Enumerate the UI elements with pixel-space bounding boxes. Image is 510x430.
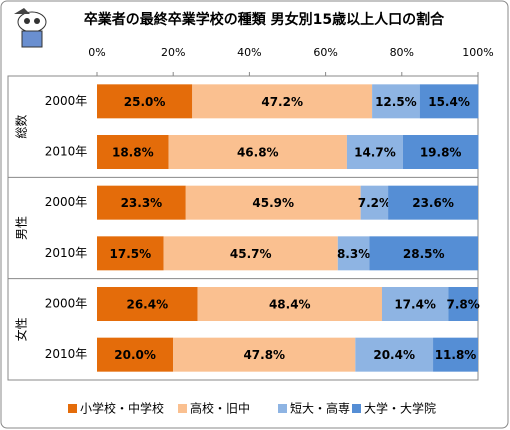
data-label: 12.5% [375, 95, 417, 109]
bar-segment [369, 236, 478, 271]
data-label: 23.3% [121, 196, 163, 210]
bar-segment [97, 84, 193, 119]
y-tick-label: 2010年 [45, 145, 88, 159]
bar-segment [97, 337, 174, 372]
x-tick-label: 100% [462, 46, 493, 59]
group-label: 女性 [14, 317, 29, 341]
bar-segment [163, 236, 338, 271]
mascot-icon [14, 8, 47, 48]
bar-segment [355, 337, 434, 372]
bar-segment [337, 236, 370, 271]
bar-segment [197, 287, 382, 321]
legend-label: 大学・大学院 [364, 401, 436, 416]
legend-swatch [68, 404, 77, 413]
bar-segment [192, 84, 373, 119]
data-label: 7.8% [447, 298, 480, 312]
bar-segment [97, 185, 186, 220]
data-label: 19.8% [420, 146, 462, 160]
y-tick-label: 2000年 [45, 297, 88, 311]
y-tick-label: 2000年 [45, 94, 88, 108]
data-label: 26.4% [126, 298, 168, 312]
x-tick-label: 20% [161, 46, 185, 59]
data-label: 48.4% [269, 298, 311, 312]
data-label: 18.8% [112, 146, 154, 160]
legend-label: 小学校・中学校 [80, 401, 164, 416]
data-label: 23.6% [412, 196, 454, 210]
bar-segment [185, 185, 361, 220]
bar-segment [173, 337, 356, 372]
legend-label: 高校・旧中 [190, 401, 250, 416]
legend-swatch [178, 404, 187, 413]
x-tick-label: 0% [88, 46, 105, 59]
data-label: 8.3% [337, 247, 370, 261]
bar-segment [97, 135, 169, 169]
data-label: 17.4% [394, 298, 436, 312]
data-label: 47.2% [261, 95, 303, 109]
data-label: 14.7% [354, 146, 396, 160]
data-label: 7.2% [358, 196, 391, 210]
legend-swatch [278, 404, 287, 413]
data-label: 20.4% [373, 348, 415, 362]
data-label: 25.0% [124, 95, 166, 109]
legend-label: 短大・高専 [290, 401, 350, 416]
data-label: 46.8% [237, 146, 279, 160]
x-tick-label: 60% [313, 46, 337, 59]
bar-segment [97, 287, 198, 321]
bar-segment [372, 84, 420, 119]
data-label: 17.5% [110, 247, 152, 261]
x-tick-label: 40% [237, 46, 261, 59]
x-tick-label: 80% [390, 46, 414, 59]
bar-segment [388, 185, 478, 220]
y-tick-label: 2000年 [45, 195, 88, 209]
plot-area [7, 75, 479, 381]
bar-segment [402, 135, 479, 169]
group-label: 総数 [14, 115, 29, 139]
bar-segment [448, 287, 478, 321]
bar-segment [346, 135, 403, 169]
bar-segment [360, 185, 389, 220]
group-label: 男性 [15, 216, 29, 240]
bar-segment [381, 287, 449, 321]
data-label: 47.8% [243, 348, 285, 362]
data-label: 11.8% [435, 348, 477, 362]
bar-segment [168, 135, 347, 169]
bar-segment [97, 236, 164, 271]
legend-swatch [352, 404, 361, 413]
data-label: 15.4% [428, 95, 470, 109]
bar-segment [419, 84, 479, 119]
y-tick-label: 2010年 [45, 347, 88, 361]
data-label: 45.9% [252, 196, 294, 210]
data-label: 20.0% [114, 348, 156, 362]
chart-title: 卒業者の最終卒業学校の種類 男女別15歳以上人口の割合 [84, 11, 445, 28]
data-label: 45.7% [230, 247, 272, 261]
bar-segment [433, 337, 478, 372]
y-tick-label: 2010年 [45, 246, 88, 260]
data-label: 28.5% [403, 247, 445, 261]
